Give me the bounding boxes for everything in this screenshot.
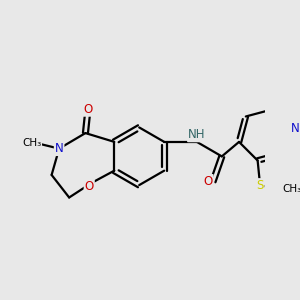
Text: N: N [55,142,64,155]
Text: N: N [291,122,300,135]
Text: CH₃: CH₃ [283,184,300,194]
Text: S: S [256,179,264,192]
Text: O: O [203,175,213,188]
Text: CH₃: CH₃ [22,138,41,148]
Text: O: O [85,180,94,193]
Text: NH: NH [188,128,206,141]
Text: O: O [83,103,93,116]
